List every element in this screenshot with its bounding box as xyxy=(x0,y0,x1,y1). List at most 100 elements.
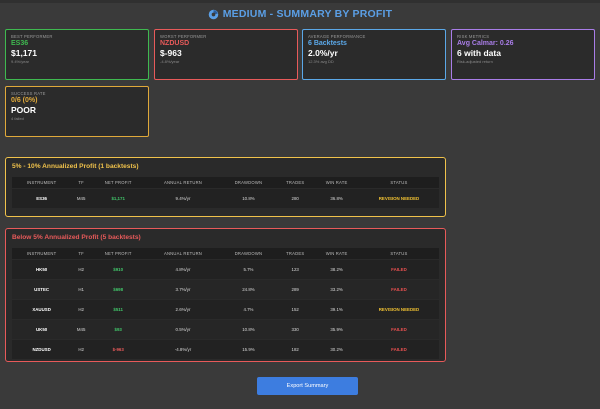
column-header: WIN RATE xyxy=(314,248,359,259)
column-header: INSTRUMENT xyxy=(12,248,72,259)
cell-profit: $698 xyxy=(91,280,146,299)
column-header: TF xyxy=(71,177,92,188)
cell-instrument: NZDUSD xyxy=(12,340,72,359)
cell-status: REVISION NEEDED xyxy=(358,189,439,208)
worst-performer-card: WORST PERFORMER NZDUSD $-963 -4.8%/year xyxy=(154,29,298,80)
cell-status: REVISION NEEDED xyxy=(358,300,439,319)
cell-tf: H2 xyxy=(71,260,92,279)
card-note: -4.8%/year xyxy=(160,59,180,64)
table-row: NZDUSD H2 $-963 -4.8%/yr 15.9% 182 30.2% FAILED xyxy=(12,340,439,359)
cell-annual: 9.4%/yr xyxy=(145,189,221,208)
results-table: INSTRUMENT TF NET PROFIT ANNUAL RETURN DRAWD… xyxy=(12,247,439,360)
table-header-row: INSTRUMENT TF NET PROFIT ANNUAL RETURN DRAWD… xyxy=(12,177,439,188)
column-header: NET PROFIT xyxy=(91,248,146,259)
card-value: POOR xyxy=(11,105,37,115)
cell-trades: 330 xyxy=(276,320,315,339)
table-row: UK50 M45 $93 0.5%/yr 10.8% 330 35.9% FAILED xyxy=(12,320,439,339)
card-value: 6 with data xyxy=(457,48,501,58)
column-header: STATUS xyxy=(358,177,439,188)
cell-trades: 182 xyxy=(276,340,315,359)
column-header: ANNUAL RETURN xyxy=(145,248,221,259)
table-row: USTEC H1 $698 3.7%/yr 24.8% 289 33.2% FAILED xyxy=(12,280,439,299)
card-note: 12.3% avg DD xyxy=(308,59,334,64)
export-summary-button[interactable]: Export Summary xyxy=(257,377,358,395)
cell-instrument: UK50 xyxy=(12,320,72,339)
cell-trades: 280 xyxy=(276,189,315,208)
risk-metrics-card: RISK METRICS Avg Calmar: 0.26 6 with dat… xyxy=(451,29,595,80)
table-row: ES36 M45 $1,171 9.4%/yr 10.8% 280 36.8% REVISIO… xyxy=(12,189,439,208)
cell-instrument: ES36 xyxy=(12,189,72,208)
cell-drawdown: 10.8% xyxy=(220,320,277,339)
page-title: MEDIUM - SUMMARY BY PROFIT xyxy=(222,8,393,20)
cell-trades: 123 xyxy=(276,260,315,279)
cell-profit: $1,171 xyxy=(91,189,146,208)
cell-drawdown: 15.9% xyxy=(220,340,277,359)
average-performance-card: AVERAGE PERFORMANCE 6 Backtests 2.0%/yr … xyxy=(302,29,446,80)
cell-winrate: 35.9% xyxy=(314,320,359,339)
page-header: MEDIUM - SUMMARY BY PROFIT xyxy=(0,6,600,22)
column-header: INSTRUMENT xyxy=(12,177,72,188)
cell-annual: 3.7%/yr xyxy=(145,280,221,299)
card-name: ES36 xyxy=(11,40,29,47)
cell-instrument: HK50 xyxy=(12,260,72,279)
column-header: TRADES xyxy=(276,248,315,259)
results-table: INSTRUMENT TF NET PROFIT ANNUAL RETURN DRAWD… xyxy=(12,176,439,209)
table-body: ES36 M45 $1,171 9.4%/yr 10.8% 280 36.8% REVISIO… xyxy=(12,189,439,208)
section-title: 5% - 10% Annualized Profit (1 backtests) xyxy=(12,163,139,170)
chart-icon xyxy=(208,9,219,19)
section-title: Below 5% Annualized Profit (5 backtests) xyxy=(12,234,141,241)
card-label: AVERAGE PERFORMANCE xyxy=(308,34,366,39)
cell-tf: H1 xyxy=(71,280,92,299)
card-name: NZDUSD xyxy=(160,40,190,47)
column-header: TRADES xyxy=(276,177,315,188)
column-header: NET PROFIT xyxy=(91,177,146,188)
section-below-5-percent: Below 5% Annualized Profit (5 backtests)… xyxy=(5,228,446,362)
cell-winrate: 38.2% xyxy=(314,260,359,279)
cell-winrate: 36.8% xyxy=(314,189,359,208)
cell-drawdown: 4.7% xyxy=(220,300,277,319)
cell-profit: $910 xyxy=(91,260,146,279)
card-value: $1,171 xyxy=(11,48,37,58)
column-header: WIN RATE xyxy=(314,177,359,188)
column-header: DRAWDOWN xyxy=(220,177,277,188)
cell-tf: H2 xyxy=(71,340,92,359)
cell-status: FAILED xyxy=(358,340,439,359)
card-note: Risk-adjusted return xyxy=(457,59,493,64)
card-name: Avg Calmar: 0.26 xyxy=(457,40,514,47)
card-label: BEST PERFORMER xyxy=(11,34,53,39)
cell-trades: 152 xyxy=(276,300,315,319)
cell-annual: 2.6%/yr xyxy=(145,300,221,319)
cell-instrument: USTEC xyxy=(12,280,72,299)
card-label: RISK METRICS xyxy=(457,34,490,39)
cell-status: FAILED xyxy=(358,280,439,299)
cell-tf: H2 xyxy=(71,300,92,319)
cell-annual: -4.8%/yr xyxy=(145,340,221,359)
card-note: 4 failed xyxy=(11,116,24,121)
card-label: WORST PERFORMER xyxy=(160,34,207,39)
section-5-10-percent: 5% - 10% Annualized Profit (1 backtests)… xyxy=(5,157,446,217)
card-value: $-963 xyxy=(160,48,182,58)
card-label: SUCCESS RATE xyxy=(11,91,46,96)
cell-winrate: 39.1% xyxy=(314,300,359,319)
table-header-row: INSTRUMENT TF NET PROFIT ANNUAL RETURN DRAWD… xyxy=(12,248,439,259)
card-name: 6 Backtests xyxy=(308,40,347,47)
cell-profit: $-963 xyxy=(91,340,146,359)
cell-winrate: 33.2% xyxy=(314,280,359,299)
cell-drawdown: 24.8% xyxy=(220,280,277,299)
table-row: XAUUSD H2 $511 2.6%/yr 4.7% 152 39.1% REVISION … xyxy=(12,300,439,319)
cell-tf: M45 xyxy=(71,189,92,208)
cell-trades: 289 xyxy=(276,280,315,299)
top-strip xyxy=(0,0,600,3)
cell-winrate: 30.2% xyxy=(314,340,359,359)
cell-drawdown: 5.7% xyxy=(220,260,277,279)
column-header: TF xyxy=(71,248,92,259)
card-value: 2.0%/yr xyxy=(308,48,338,58)
card-note: 9.4%/year xyxy=(11,59,30,64)
table-row: HK50 H2 $910 4.8%/yr 5.7% 123 38.2% FAILED xyxy=(12,260,439,279)
cell-status: FAILED xyxy=(358,260,439,279)
table-body: HK50 H2 $910 4.8%/yr 5.7% 123 38.2% FAILED USTEC… xyxy=(12,260,439,359)
cell-profit: $511 xyxy=(91,300,146,319)
cell-instrument: XAUUSD xyxy=(12,300,72,319)
cell-status: FAILED xyxy=(358,320,439,339)
cell-tf: M45 xyxy=(71,320,92,339)
